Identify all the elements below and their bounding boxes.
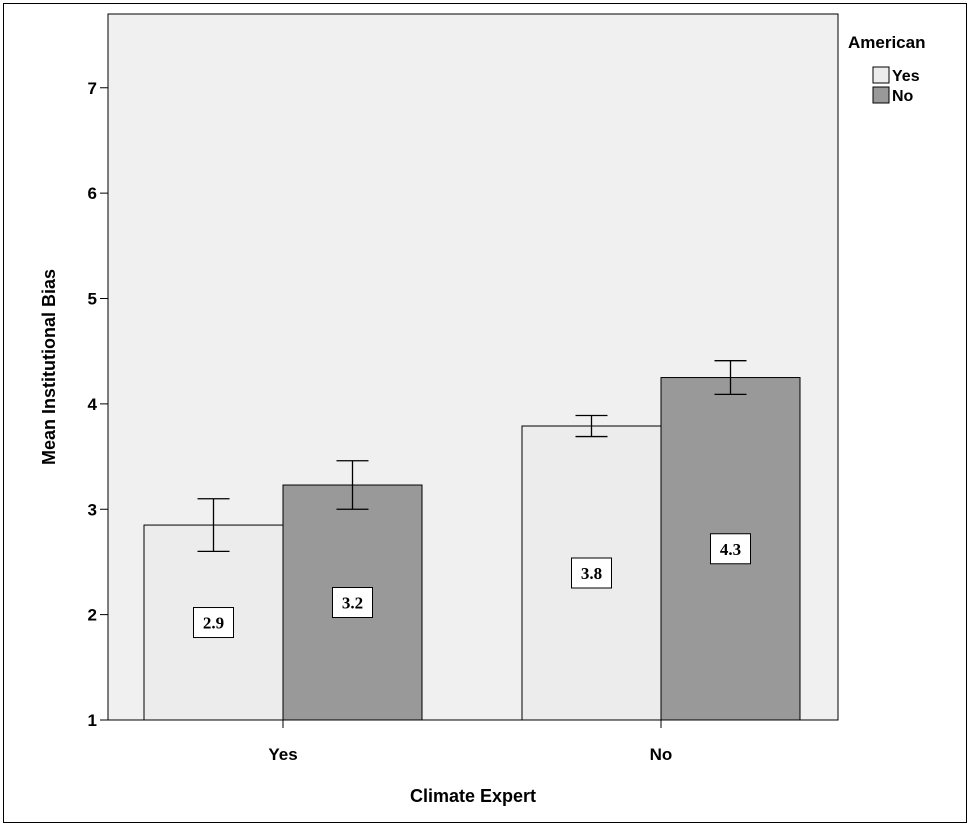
y-tick-label: 2	[88, 606, 97, 625]
legend-title: American	[848, 33, 925, 52]
legend-label-yes: Yes	[892, 68, 920, 85]
y-tick-label: 4	[88, 395, 98, 414]
x-tick-label: Yes	[268, 745, 297, 764]
y-tick-label: 5	[88, 290, 97, 309]
data-label: 3.2	[342, 594, 363, 613]
data-label: 2.9	[203, 614, 224, 633]
x-tick-label: No	[650, 745, 673, 764]
y-tick-label: 1	[88, 711, 97, 730]
data-labels-layer: 2.9 3.2 3.8 4.3	[193, 533, 751, 639]
data-label-box	[332, 587, 373, 619]
data-label: 3.8	[581, 564, 602, 583]
data-label-box	[193, 607, 234, 639]
x-axis-title: Climate Expert	[410, 786, 536, 806]
legend-label-no: No	[892, 88, 914, 105]
data-label-box	[710, 533, 751, 565]
y-tick-label: 7	[88, 79, 97, 98]
data-label-box	[571, 557, 612, 589]
y-axis-title: Mean Institutional Bias	[39, 269, 59, 465]
error-bars-layer	[197, 360, 747, 553]
data-label: 4.3	[720, 540, 741, 559]
x-axis: Yes No	[268, 720, 672, 764]
legend-swatch-no	[872, 86, 890, 104]
y-tick-label: 6	[88, 184, 97, 203]
y-tick-label: 3	[88, 500, 97, 519]
chart-frame	[3, 3, 967, 823]
legend: American Yes No	[848, 33, 925, 105]
y-axis: 1 2 3 4 5 6 7	[88, 79, 108, 730]
legend-swatch-yes	[872, 66, 890, 84]
